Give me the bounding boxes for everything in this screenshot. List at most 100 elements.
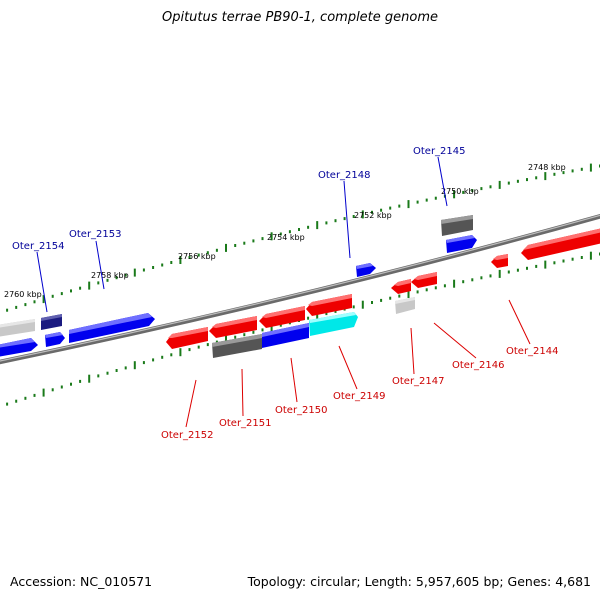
minor-tick <box>571 169 574 173</box>
gene-label-Oter_2153[interactable]: Oter_2153 <box>69 229 122 240</box>
minor-tick <box>526 178 528 182</box>
minor-tick <box>197 345 200 349</box>
minor-tick <box>462 280 465 284</box>
gene-label-Oter_2151[interactable]: Oter_2151 <box>219 418 272 429</box>
minor-tick <box>352 215 355 218</box>
gene-Oter_2152-feature[interactable] <box>166 327 208 349</box>
minor-tick <box>197 253 200 257</box>
gene-label-Oter_2154[interactable]: Oter_2154 <box>12 241 65 252</box>
minor-tick <box>60 385 63 389</box>
major-tick <box>316 311 319 320</box>
minor-tick <box>371 210 373 214</box>
gene-label-Oter_2149[interactable]: Oter_2149 <box>333 391 386 402</box>
major-tick <box>179 348 182 357</box>
minor-tick <box>97 281 100 285</box>
major-tick <box>133 268 136 277</box>
scale-label-2758: 2758 kbp <box>91 271 129 280</box>
major-tick <box>407 290 410 298</box>
major-tick <box>589 163 592 172</box>
minor-tick <box>206 343 209 347</box>
gene-Oter_2145-feature[interactable] <box>441 215 477 253</box>
minor-tick <box>535 264 538 268</box>
gene-Oter_2146-feature[interactable] <box>411 272 437 288</box>
minor-tick <box>161 355 164 359</box>
minor-tick <box>516 268 519 272</box>
minor-tick <box>562 259 565 263</box>
major-tick <box>88 374 91 383</box>
major-tick <box>133 361 136 370</box>
minor-tick <box>516 179 519 183</box>
scale-ticks-outer <box>6 163 600 312</box>
minor-tick <box>471 278 474 282</box>
callout-lines-top <box>36 156 448 313</box>
gene-label-Oter_2145[interactable]: Oter_2145 <box>413 146 466 157</box>
minor-tick <box>106 371 109 375</box>
minor-tick <box>307 316 310 320</box>
minor-tick <box>553 172 556 176</box>
gene-Oter_2148-feature[interactable] <box>356 263 376 277</box>
minor-tick <box>489 185 492 189</box>
minor-tick <box>279 232 282 236</box>
major-tick <box>498 269 501 278</box>
minor-tick <box>507 181 510 185</box>
gene-label-Oter_2150[interactable]: Oter_2150 <box>275 405 328 416</box>
minor-tick <box>580 167 583 171</box>
minor-tick <box>416 200 419 204</box>
genome-backbone-highlight <box>0 214 600 362</box>
minor-tick <box>70 382 72 386</box>
gene-Oter_2153-feature[interactable] <box>69 313 155 343</box>
scale-label-2754: 2754 kbp <box>267 233 305 242</box>
minor-tick <box>97 374 100 378</box>
minor-tick <box>325 221 328 225</box>
major-tick <box>498 180 501 189</box>
minor-tick <box>170 353 173 357</box>
minor-tick <box>380 208 383 212</box>
gene-label-Oter_2152[interactable]: Oter_2152 <box>161 430 214 441</box>
gene-label-Oter_2146[interactable]: Oter_2146 <box>452 360 505 371</box>
gene-left-edge-feature[interactable] <box>0 319 38 357</box>
minor-tick <box>380 298 383 302</box>
minor-tick <box>15 399 18 403</box>
minor-tick <box>416 290 419 294</box>
major-tick <box>361 300 364 309</box>
major-tick <box>589 251 592 260</box>
minor-tick <box>334 219 337 223</box>
minor-tick <box>51 294 54 298</box>
major-tick <box>225 335 227 344</box>
gene-Oter_2149-feature[interactable] <box>306 294 358 336</box>
minor-tick <box>526 266 528 270</box>
gene-Oter_2150-feature[interactable] <box>259 306 309 348</box>
minor-tick <box>161 263 164 267</box>
minor-tick <box>6 402 9 406</box>
scale-label-2748: 2748 kbp <box>528 163 566 172</box>
minor-tick <box>507 270 510 274</box>
minor-tick <box>471 189 474 192</box>
topology-text: Topology: circular; Length: 5,957,605 bp… <box>247 574 591 589</box>
scale-label-2760: 2760 kbp <box>4 290 42 299</box>
major-tick <box>316 221 319 230</box>
major-tick <box>453 279 456 288</box>
minor-tick <box>79 286 82 290</box>
minor-tick <box>243 333 246 337</box>
gene-Oter_2154-feature[interactable] <box>41 314 65 347</box>
minor-tick <box>352 305 355 309</box>
gene-Oter_2151-feature[interactable] <box>209 316 262 358</box>
gene-label-Oter_2147[interactable]: Oter_2147 <box>392 376 445 387</box>
gene-label-Oter_2144[interactable]: Oter_2144 <box>506 346 559 357</box>
gene-Oter_2144-feature[interactable] <box>491 228 600 268</box>
gene-Oter_2147-feature[interactable] <box>391 279 415 314</box>
minor-tick <box>307 225 310 229</box>
minor-tick <box>243 241 246 245</box>
minor-tick <box>24 396 27 400</box>
minor-tick <box>152 266 155 269</box>
minor-tick <box>6 308 9 312</box>
gene-label-Oter_2148[interactable]: Oter_2148 <box>318 170 371 181</box>
minor-tick <box>298 228 300 231</box>
accession-text: Accession: NC_010571 <box>10 574 153 589</box>
minor-tick <box>279 323 282 327</box>
major-tick <box>453 190 456 199</box>
major-tick <box>42 295 45 304</box>
minor-tick <box>398 294 401 298</box>
